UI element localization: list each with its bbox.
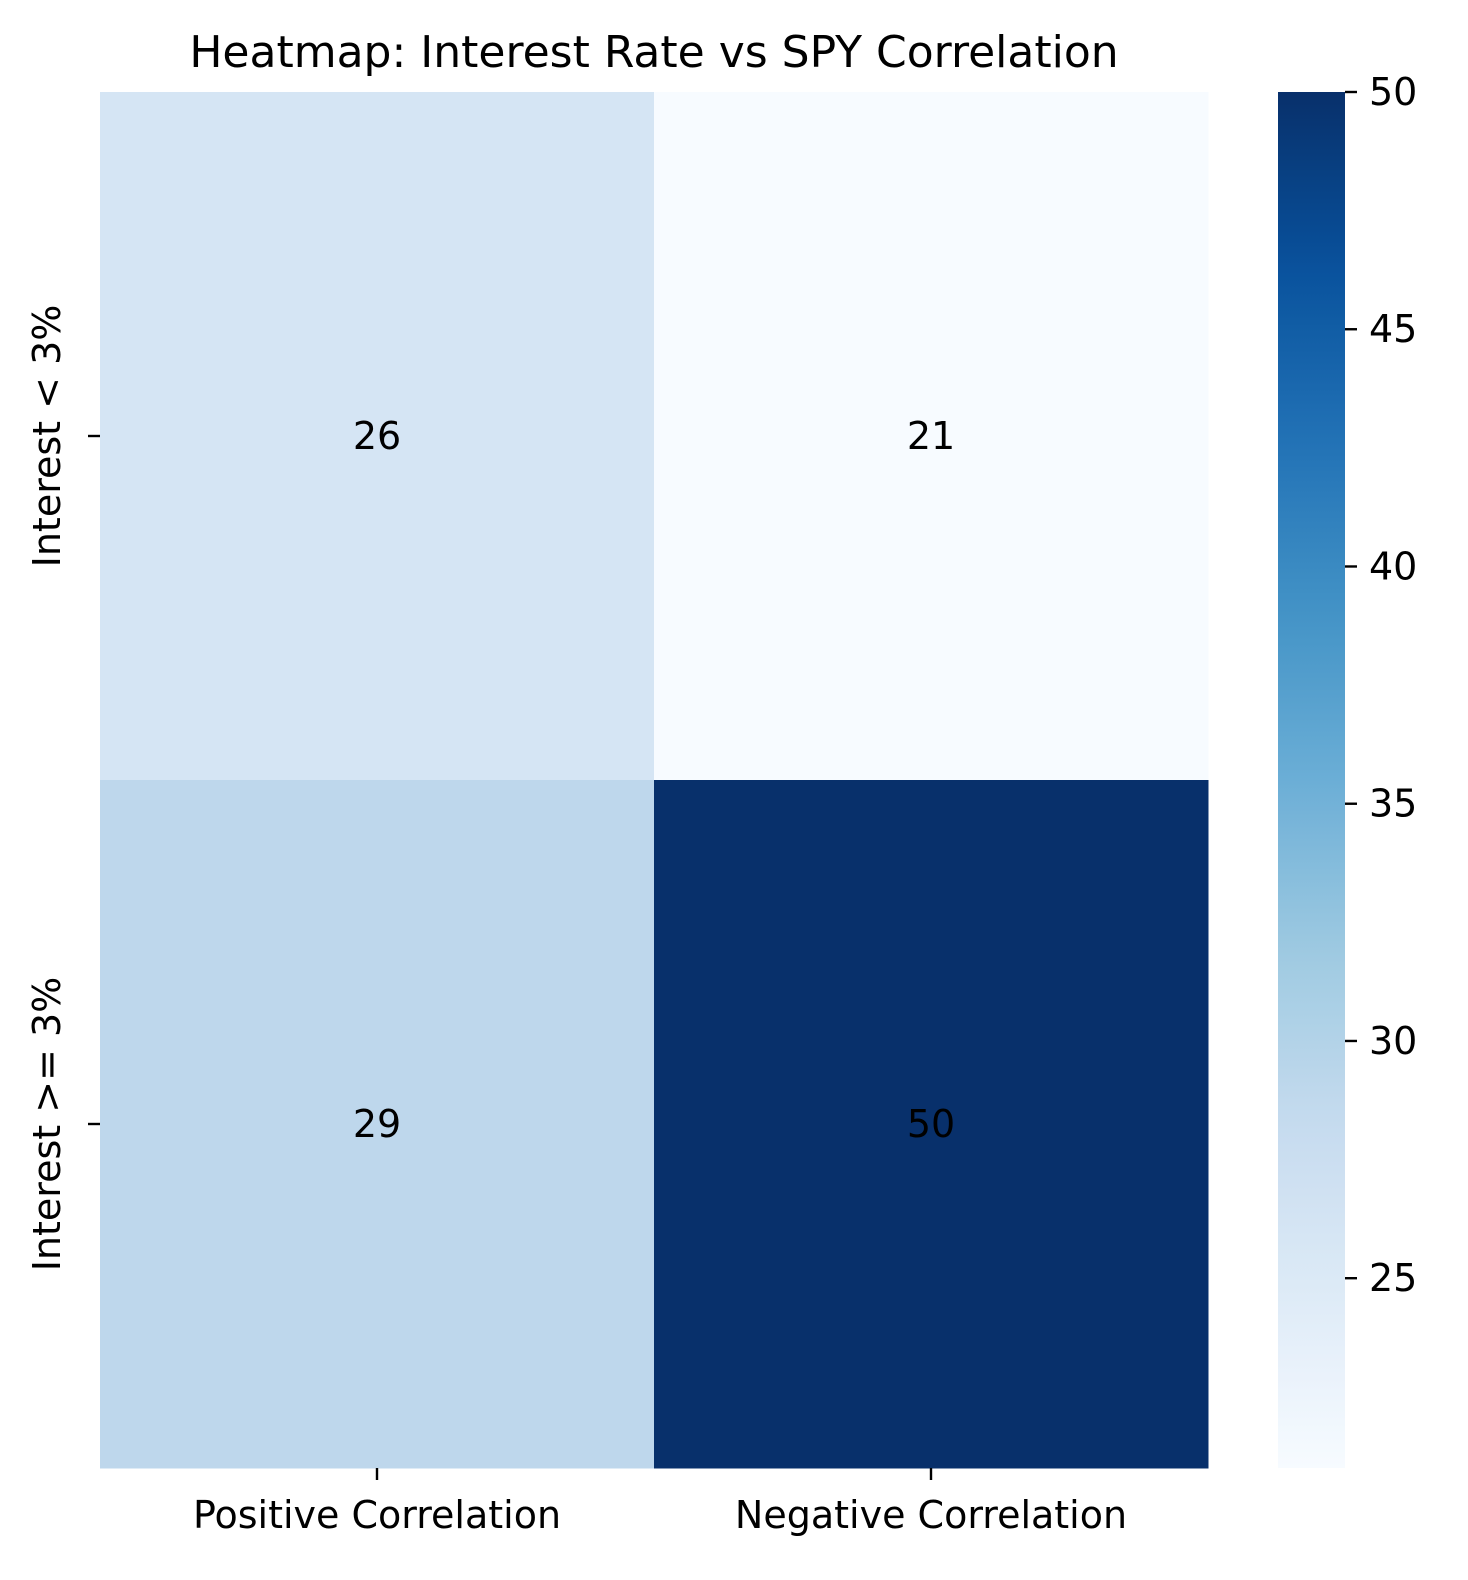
colorbar-tick-label: 25 xyxy=(1369,1256,1417,1300)
heatmap-cells xyxy=(100,92,1209,1469)
colorbar-gradient xyxy=(1278,92,1345,1468)
heatmap-cell-label: 29 xyxy=(353,1102,401,1146)
heatmap-cell-label: 21 xyxy=(907,414,955,458)
colorbar-tick-label: 35 xyxy=(1369,782,1417,826)
heatmap-cell xyxy=(100,92,655,781)
colorbar: 25 30 35 40 45 50 xyxy=(1278,70,1417,1468)
heatmap-cell xyxy=(100,780,655,1469)
y-tick-label: Interest >= 3% xyxy=(25,977,69,1272)
colorbar-tick-label: 30 xyxy=(1369,1019,1417,1063)
x-tick-label: Positive Correlation xyxy=(193,1493,561,1537)
y-axis: Interest < 3% Interest >= 3% xyxy=(25,305,100,1272)
x-axis: Positive Correlation Negative Correlation xyxy=(193,1468,1127,1537)
heatmap-cell-label: 26 xyxy=(353,414,401,458)
chart-title: Heatmap: Interest Rate vs SPY Correlatio… xyxy=(189,27,1118,78)
y-tick-label: Interest < 3% xyxy=(25,305,69,568)
colorbar-tick-label: 40 xyxy=(1369,544,1417,588)
heatmap-cell-labels: 26 21 29 50 xyxy=(353,414,955,1146)
colorbar-tick-label: 45 xyxy=(1369,307,1417,351)
x-tick-label: Negative Correlation xyxy=(735,1493,1127,1537)
colorbar-tick-label: 50 xyxy=(1369,70,1417,114)
heatmap-cell-label: 50 xyxy=(907,1102,955,1146)
heatmap-cell xyxy=(654,92,1209,781)
heatmap-cell xyxy=(654,780,1209,1469)
